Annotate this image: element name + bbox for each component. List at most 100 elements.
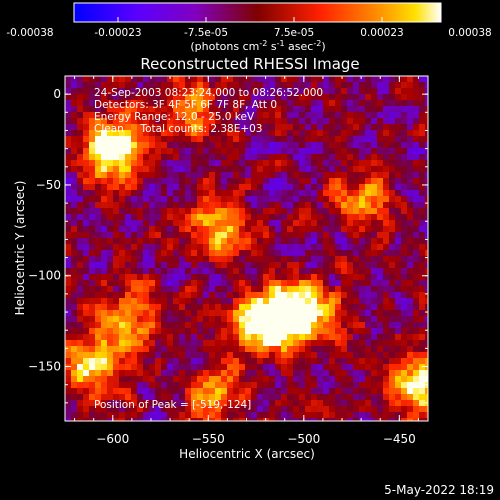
heatmap-cell	[173, 328, 180, 335]
heatmap-cell	[425, 394, 428, 401]
heatmap-cell	[239, 298, 246, 305]
heatmap-cell	[197, 250, 204, 257]
heatmap-cell	[371, 94, 378, 101]
heatmap-cell	[281, 328, 288, 335]
heatmap-cell	[281, 286, 288, 293]
heatmap-cell	[329, 184, 336, 191]
heatmap-cell	[407, 94, 414, 101]
heatmap-cell	[425, 244, 428, 251]
heatmap-cell	[383, 214, 390, 221]
heatmap-cell	[77, 328, 84, 335]
heatmap-cell	[155, 106, 162, 113]
heatmap-cell	[395, 244, 402, 251]
heatmap-cell	[233, 250, 240, 257]
heatmap-cell	[143, 328, 150, 335]
heatmap-cell	[203, 286, 210, 293]
heatmap-cell	[113, 190, 120, 197]
heatmap-cell	[341, 250, 348, 257]
heatmap-cell	[359, 238, 366, 245]
heatmap-cell	[89, 310, 96, 317]
heatmap-cell	[395, 268, 402, 275]
heatmap-cell	[299, 202, 306, 209]
heatmap-cell	[149, 418, 156, 421]
heatmap-cell	[389, 322, 396, 329]
heatmap-cell	[197, 178, 204, 185]
heatmap-cell	[215, 358, 222, 365]
heatmap-cell	[209, 418, 216, 421]
heatmap-cell	[215, 382, 222, 389]
heatmap-cell	[413, 190, 420, 197]
heatmap-cell	[389, 316, 396, 323]
heatmap-cell	[197, 226, 204, 233]
heatmap-cell	[353, 358, 360, 365]
heatmap-cell	[197, 124, 204, 131]
heatmap-cell	[149, 202, 156, 209]
heatmap-cell	[173, 292, 180, 299]
heatmap-cell	[269, 268, 276, 275]
heatmap-cell	[419, 166, 426, 173]
heatmap-cell	[83, 364, 90, 371]
heatmap-cell	[221, 400, 228, 407]
heatmap-cell	[101, 142, 108, 149]
heatmap-cell	[311, 352, 318, 359]
heatmap-cell	[299, 238, 306, 245]
heatmap-cell	[137, 82, 144, 89]
heatmap-cell	[329, 400, 336, 407]
heatmap-cell	[311, 310, 318, 317]
heatmap-cell	[125, 136, 132, 143]
heatmap-cell	[323, 376, 330, 383]
heatmap-cell	[275, 382, 282, 389]
heatmap-cell	[119, 172, 126, 179]
heatmap-cell	[215, 226, 222, 233]
heatmap-cell	[281, 172, 288, 179]
heatmap-cell	[335, 400, 342, 407]
heatmap-cell	[137, 232, 144, 239]
heatmap-cell	[371, 364, 378, 371]
heatmap-cell	[179, 250, 186, 257]
heatmap-cell	[287, 166, 294, 173]
heatmap-cell	[173, 316, 180, 323]
heatmap-cell	[227, 88, 234, 95]
heatmap-cell	[185, 244, 192, 251]
heatmap-cell	[347, 298, 354, 305]
heatmap-cell	[293, 352, 300, 359]
heatmap-cell	[371, 154, 378, 161]
heatmap-cell	[95, 136, 102, 143]
heatmap-cell	[257, 268, 264, 275]
heatmap-cell	[167, 244, 174, 251]
heatmap-cell	[137, 160, 144, 167]
heatmap-cell	[65, 244, 72, 251]
heatmap-cell	[263, 136, 270, 143]
heatmap-cell	[239, 274, 246, 281]
heatmap-cell	[359, 250, 366, 257]
heatmap-cell	[275, 400, 282, 407]
heatmap-cell	[167, 196, 174, 203]
heatmap-cell	[281, 214, 288, 221]
heatmap-cell	[107, 190, 114, 197]
heatmap-cell	[137, 256, 144, 263]
heatmap-cell	[77, 136, 84, 143]
heatmap-cell	[323, 106, 330, 113]
heatmap-cell	[113, 310, 120, 317]
heatmap-cell	[233, 274, 240, 281]
heatmap-cell	[299, 214, 306, 221]
heatmap-cell	[203, 142, 210, 149]
heatmap-cell	[311, 406, 318, 413]
heatmap-cell	[83, 196, 90, 203]
heatmap-cell	[287, 232, 294, 239]
heatmap-cell	[341, 352, 348, 359]
heatmap-cell	[215, 166, 222, 173]
heatmap-cell	[335, 268, 342, 275]
heatmap-cell	[83, 412, 90, 419]
heatmap-cell	[329, 280, 336, 287]
heatmap-cell	[83, 262, 90, 269]
heatmap-cell	[107, 94, 114, 101]
heatmap-cell	[137, 268, 144, 275]
heatmap-cell	[323, 280, 330, 287]
heatmap-cell	[191, 160, 198, 167]
heatmap-cell	[353, 406, 360, 413]
heatmap-cell	[113, 352, 120, 359]
heatmap-cell	[419, 196, 426, 203]
heatmap-cell	[323, 340, 330, 347]
heatmap-cell	[359, 358, 366, 365]
